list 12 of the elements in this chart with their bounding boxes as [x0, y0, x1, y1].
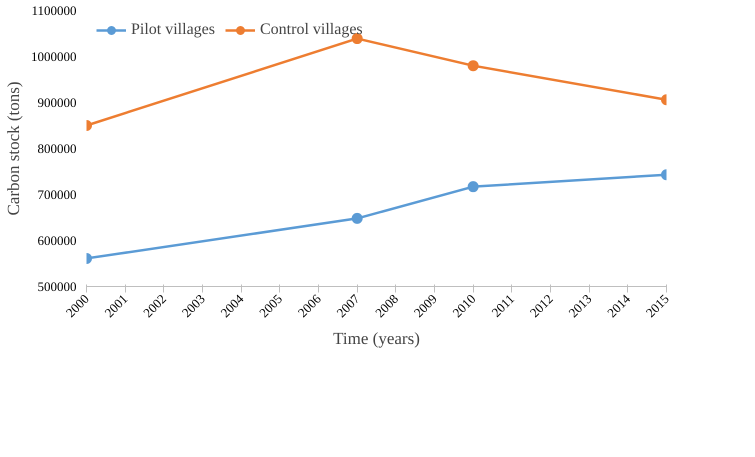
- y-tick-label: 600000: [38, 233, 76, 248]
- y-tick-label: 1000000: [31, 49, 76, 64]
- legend-label: Control villages: [260, 21, 363, 39]
- y-axis-title: Carbon stock (tons): [4, 81, 23, 216]
- y-tick-label: 1100000: [31, 3, 77, 18]
- y-tick-label: 700000: [38, 187, 76, 202]
- y-tick-label: 800000: [38, 141, 76, 156]
- y-tick-label: 500000: [38, 279, 76, 294]
- y-tick-label: 900000: [38, 95, 76, 110]
- x-axis-title: Time (years): [333, 329, 420, 348]
- legend-label: Pilot villages: [131, 21, 215, 39]
- x-tick-label: 2011: [488, 291, 518, 320]
